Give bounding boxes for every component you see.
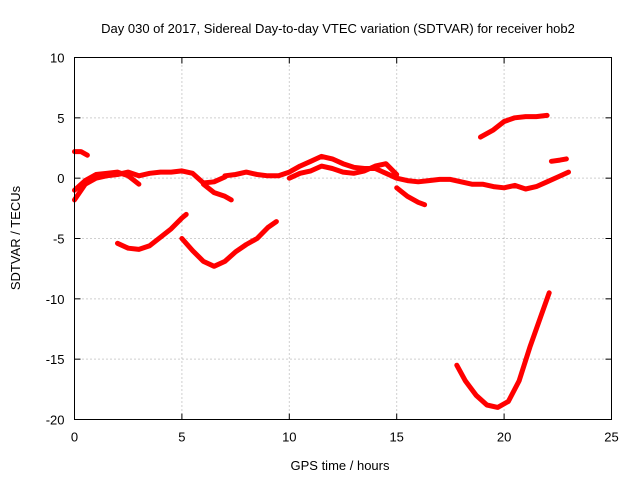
x-tick-label: 20 (497, 430, 511, 445)
data-trace-trace-9 (394, 185, 428, 208)
data-traces (72, 112, 571, 410)
data-trace-trace-6 (200, 181, 234, 203)
y-tick-label: 0 (57, 171, 64, 186)
axis-ticks: 0 5 10 15 20 25 10 5 0 -5 -10 -15 -20 (46, 51, 619, 445)
y-tick-label: 5 (57, 111, 64, 126)
data-trace-trace-11 (478, 112, 550, 140)
data-trace-trace-4 (115, 211, 189, 252)
y-tick-label: 10 (50, 51, 64, 66)
data-trace-trace-3 (72, 169, 142, 193)
y-tick-label: -20 (46, 413, 65, 428)
data-trace-trace-8 (286, 161, 400, 181)
data-trace-trace-12 (548, 156, 569, 164)
data-trace-trace-2 (72, 168, 228, 203)
data-trace-trace-1 (72, 149, 90, 158)
x-tick-label: 5 (178, 430, 185, 445)
data-trace-trace-7 (222, 153, 571, 192)
y-axis-label: SDTVAR / TECUs (8, 185, 23, 290)
y-tick-label: -5 (53, 232, 65, 247)
x-axis-label: GPS time / hours (291, 458, 390, 473)
y-tick-label: -15 (46, 352, 65, 367)
y-tick-label: -10 (46, 292, 65, 307)
data-trace-trace-10 (454, 290, 552, 410)
data-trace-trace-5 (179, 219, 279, 269)
grid (74, 57, 612, 420)
x-tick-label: 25 (604, 430, 618, 445)
chart-title: Day 030 of 2017, Sidereal Day-to-day VTE… (101, 21, 575, 36)
x-tick-label: 10 (282, 430, 296, 445)
x-tick-label: 0 (71, 430, 78, 445)
x-tick-label: 15 (389, 430, 403, 445)
